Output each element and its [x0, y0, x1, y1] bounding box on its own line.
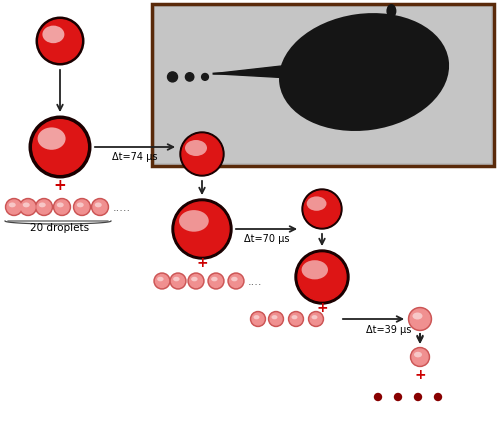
Circle shape [409, 309, 429, 329]
Text: 20 droplets: 20 droplets [31, 222, 89, 233]
Text: .....: ..... [113, 203, 131, 212]
Circle shape [189, 275, 202, 288]
Circle shape [295, 250, 348, 304]
Circle shape [20, 199, 37, 216]
Circle shape [207, 273, 223, 289]
Ellipse shape [412, 313, 422, 320]
Text: Δt=70 μs: Δt=70 μs [243, 233, 289, 243]
Circle shape [252, 313, 264, 325]
Circle shape [227, 273, 243, 289]
Circle shape [290, 313, 302, 325]
Ellipse shape [211, 277, 217, 282]
Ellipse shape [271, 315, 277, 319]
Circle shape [310, 313, 321, 325]
Circle shape [54, 199, 70, 216]
Circle shape [268, 312, 283, 327]
Ellipse shape [29, 116, 91, 179]
Ellipse shape [185, 141, 206, 157]
Ellipse shape [311, 315, 317, 319]
Circle shape [154, 273, 170, 289]
Circle shape [55, 200, 69, 215]
Ellipse shape [386, 5, 396, 19]
Circle shape [180, 133, 223, 177]
Circle shape [394, 393, 401, 401]
Circle shape [182, 135, 221, 175]
Ellipse shape [32, 120, 88, 175]
Circle shape [414, 393, 421, 401]
Ellipse shape [179, 211, 208, 232]
Ellipse shape [230, 277, 237, 282]
Ellipse shape [9, 203, 16, 208]
Ellipse shape [413, 352, 421, 358]
Polygon shape [213, 66, 285, 79]
Ellipse shape [157, 277, 163, 282]
Text: +: + [316, 300, 327, 314]
Circle shape [209, 275, 222, 288]
Ellipse shape [42, 27, 64, 44]
Circle shape [434, 393, 440, 401]
Circle shape [172, 200, 231, 259]
Circle shape [171, 275, 184, 288]
Text: Δt=39 μs: Δt=39 μs [365, 324, 410, 334]
Circle shape [288, 312, 303, 327]
Circle shape [250, 312, 265, 327]
Ellipse shape [191, 277, 197, 282]
Ellipse shape [306, 197, 326, 211]
Circle shape [270, 313, 282, 325]
Bar [155, 8, 490, 164]
Circle shape [37, 200, 51, 215]
Circle shape [374, 393, 381, 401]
Circle shape [408, 308, 431, 331]
Ellipse shape [39, 203, 46, 208]
Circle shape [155, 275, 168, 288]
Text: +: + [413, 367, 425, 381]
Circle shape [21, 200, 35, 215]
Ellipse shape [279, 14, 448, 132]
Text: ....: .... [247, 276, 262, 286]
Circle shape [201, 74, 208, 81]
Circle shape [7, 200, 21, 215]
Circle shape [229, 275, 242, 288]
Ellipse shape [57, 203, 64, 208]
Ellipse shape [301, 261, 327, 280]
Circle shape [91, 199, 108, 216]
Ellipse shape [173, 277, 179, 282]
Circle shape [73, 199, 90, 216]
Circle shape [75, 200, 89, 215]
Circle shape [410, 348, 429, 367]
Circle shape [304, 191, 339, 227]
Circle shape [175, 203, 228, 256]
Circle shape [308, 312, 323, 327]
Circle shape [185, 74, 193, 82]
Ellipse shape [36, 18, 84, 66]
Circle shape [36, 199, 53, 216]
Circle shape [93, 200, 107, 215]
Circle shape [167, 73, 177, 83]
Text: Δt=74 μs: Δt=74 μs [112, 152, 157, 162]
Text: +: + [196, 255, 207, 269]
Bar [152, 5, 493, 166]
Ellipse shape [38, 128, 66, 150]
Ellipse shape [23, 203, 30, 208]
Circle shape [302, 190, 341, 230]
Ellipse shape [291, 315, 297, 319]
Ellipse shape [253, 315, 259, 319]
Circle shape [298, 253, 345, 301]
Circle shape [411, 349, 427, 365]
Circle shape [6, 199, 23, 216]
Text: +: + [54, 177, 66, 192]
Circle shape [170, 273, 186, 289]
Ellipse shape [38, 20, 82, 64]
Ellipse shape [95, 203, 102, 208]
Ellipse shape [77, 203, 84, 208]
Circle shape [188, 273, 203, 289]
